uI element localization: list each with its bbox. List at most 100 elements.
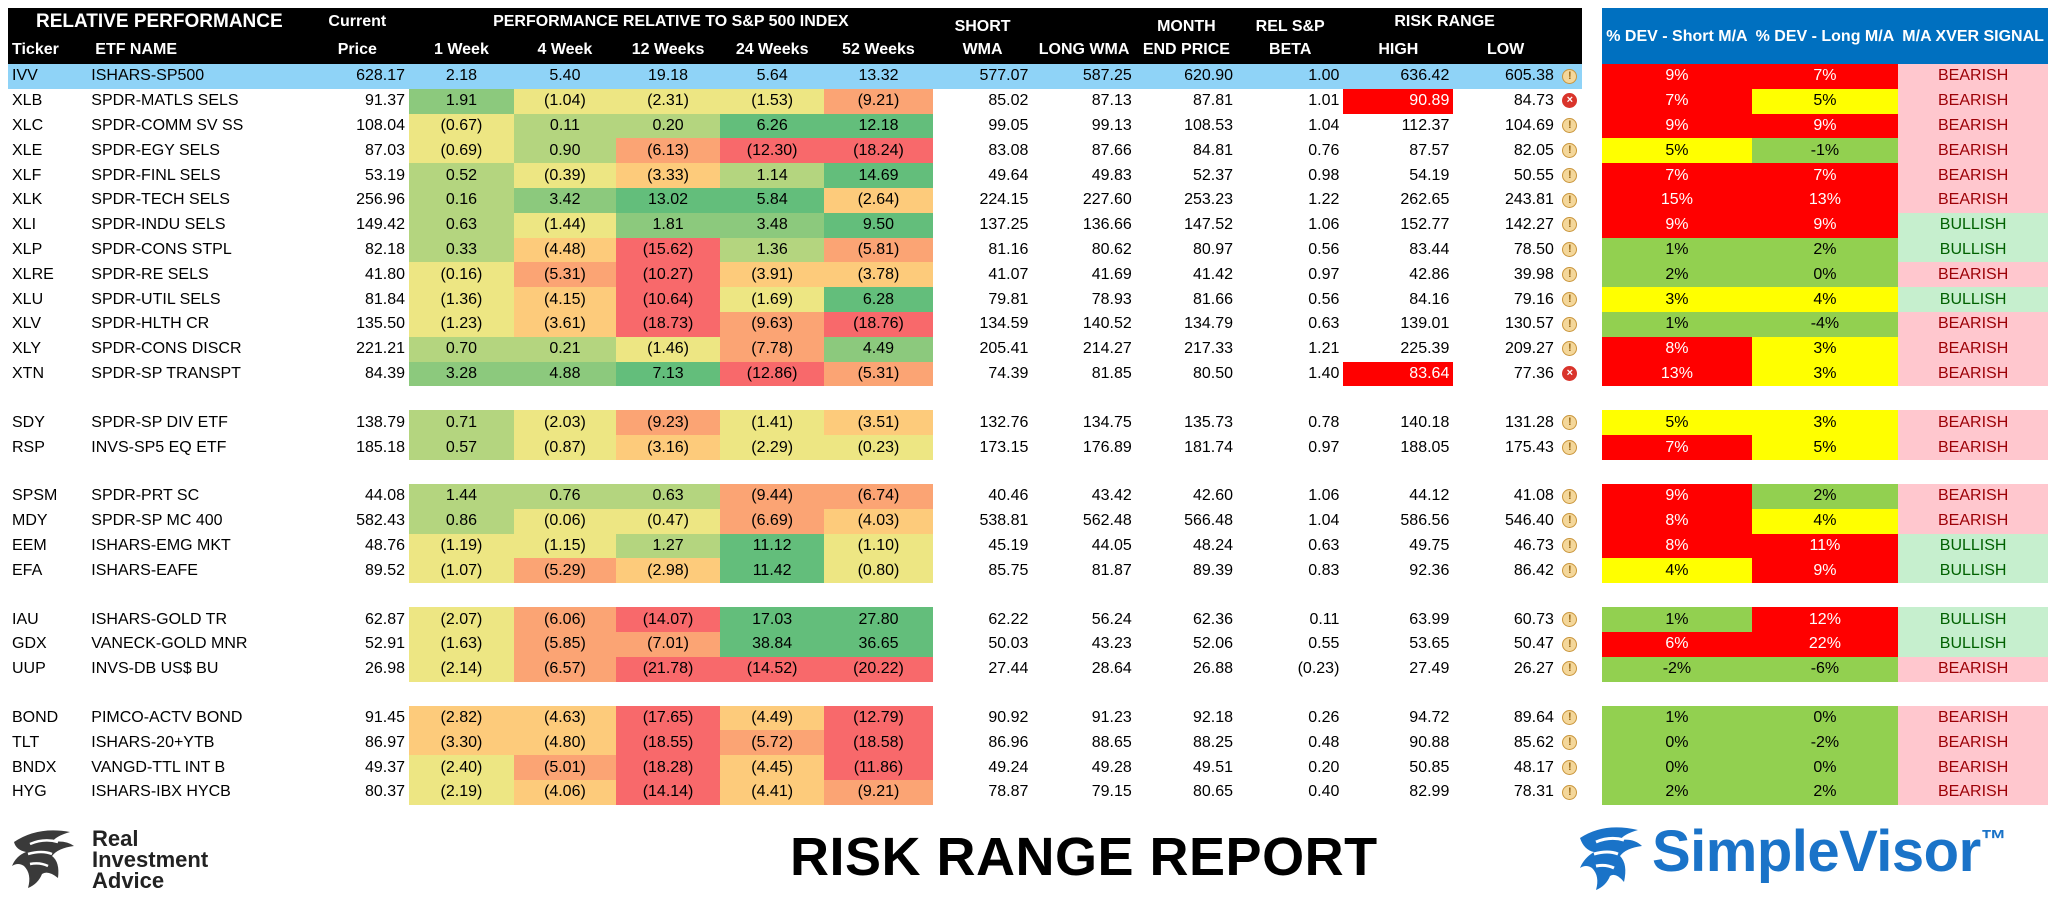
spacer-cell xyxy=(1582,632,1602,657)
perf-w52-cell: (18.24) xyxy=(824,138,933,164)
low-cell: 60.73 xyxy=(1513,610,1554,628)
warning-circle-icon: ! xyxy=(1562,710,1578,726)
perf-w12-cell: (6.13) xyxy=(615,138,721,164)
perf-w24-cell: (9.44) xyxy=(720,483,825,509)
perf-w24-cell: (3.91) xyxy=(720,262,825,288)
perf-w52-cell: (11.86) xyxy=(824,755,933,780)
etf-name-cell: VANECK-GOLD MNR xyxy=(91,635,248,653)
perf-w12-cell: (14.07) xyxy=(615,607,721,632)
long-wma-cell: 87.66 xyxy=(1091,141,1132,159)
short-wma-cell: 134.59 xyxy=(979,315,1029,333)
spacer-cell xyxy=(1582,163,1602,188)
low-cell: 209.27 xyxy=(1504,340,1554,358)
table-row: XLI SPDR-INDU SELS 149.42 0.63 (1.44) 1.81 3.4… xyxy=(8,212,2048,238)
spacer-cell xyxy=(1582,262,1602,287)
dev-short-cell: 8% xyxy=(1602,533,1752,559)
low-cell: 50.47 xyxy=(1513,635,1554,653)
table-row: XLE SPDR-EGY SELS 87.03 (0.69) 0.90 (6.13) (12… xyxy=(8,138,2048,164)
high-cell: 54.19 xyxy=(1409,166,1450,184)
beta-cell: 1.22 xyxy=(1308,191,1340,209)
table-row: BOND PIMCO-ACTV BOND 91.45 (2.82) (4.63) (17.… xyxy=(8,705,2048,731)
signal-cell: BEARISH xyxy=(1898,730,2048,756)
low-header: LOW xyxy=(1453,36,1558,64)
signal-cell: BEARISH xyxy=(1898,336,2048,362)
dev-short-cell: 6% xyxy=(1602,631,1752,657)
etf-name-cell: SPDR-CONS DISCR xyxy=(91,340,242,358)
ticker-cell: GDX xyxy=(12,635,47,653)
status-icon-cell: ! xyxy=(1558,138,1582,163)
high-cell: 27.49 xyxy=(1409,660,1450,678)
short-wma-cell: 224.15 xyxy=(979,191,1029,209)
perf-w12-cell: (21.78) xyxy=(615,656,721,682)
etf-name-cell: VANGD-TTL INT B xyxy=(91,758,226,776)
table-row: TLT ISHARS-20+YTB 86.97 (3.30) (4.80) (18.55)… xyxy=(8,730,2048,756)
beta-cell: 0.97 xyxy=(1308,265,1340,283)
dev-long-cell: 3% xyxy=(1751,361,1899,387)
warning-circle-icon: ! xyxy=(1562,488,1578,504)
long-wma-cell: 80.62 xyxy=(1091,240,1132,258)
high-cell: 44.12 xyxy=(1409,487,1450,505)
perf-w12-cell: 0.63 xyxy=(615,483,721,509)
high-cell: 188.05 xyxy=(1400,438,1450,456)
dev-short-cell: 3% xyxy=(1602,287,1752,312)
low-cell: 79.16 xyxy=(1513,290,1554,308)
dev-long-cell: -2% xyxy=(1751,730,1899,756)
low-cell: 78.50 xyxy=(1513,240,1554,258)
dev-long-cell: -4% xyxy=(1751,311,1899,337)
perf-w1-cell: (0.69) xyxy=(409,138,514,164)
warning-circle-icon: ! xyxy=(1562,242,1578,258)
dev-short-cell: 2% xyxy=(1602,779,1752,805)
signal-cell: BEARISH xyxy=(1898,262,2048,288)
etf-name-cell: SPDR-UTIL SELS xyxy=(91,290,221,308)
etf-name-cell: ISHARS-20+YTB xyxy=(91,733,215,751)
perf-w52-cell: 13.32 xyxy=(824,64,933,89)
month-end-price-cell: 89.39 xyxy=(1192,561,1234,579)
etf-name-cell: SPDR-MATLS SELS xyxy=(91,92,239,110)
spacer-cell xyxy=(1582,435,1602,460)
perf-w52-cell: 27.80 xyxy=(824,607,933,632)
perf-w1-cell: 0.71 xyxy=(409,410,514,436)
price-cell: 628.17 xyxy=(305,64,409,89)
status-icon-cell: ! xyxy=(1558,114,1582,139)
xver-signal-header: M/A XVER SIGNAL xyxy=(1898,8,2048,64)
price-cell: 44.08 xyxy=(364,487,405,505)
perf-w1-cell: 3.28 xyxy=(409,361,514,387)
perf-w1-cell: (1.19) xyxy=(409,533,514,559)
perf-w52-cell: (20.22) xyxy=(824,656,933,682)
long-wma-cell: 28.64 xyxy=(1091,660,1132,678)
etf-name-cell: SPDR-RE SELS xyxy=(91,265,209,283)
long-wma-cell: 136.66 xyxy=(1082,216,1132,234)
dev-long-cell: 2% xyxy=(1751,779,1899,805)
perf-w12-cell: 19.18 xyxy=(615,64,721,89)
perf-w12-cell: (15.62) xyxy=(615,237,721,263)
perf-w52-cell: 6.28 xyxy=(824,287,933,312)
dev-long-cell: 9% xyxy=(1751,113,1899,139)
perf-w52-cell: (3.51) xyxy=(824,410,933,436)
ticker-cell: TLT xyxy=(12,733,40,751)
price-cell: 48.76 xyxy=(364,536,405,554)
beta-cell: 0.55 xyxy=(1308,635,1340,653)
beta-cell: 0.26 xyxy=(1308,708,1340,726)
perf-w1-cell: 1.91 xyxy=(409,88,514,114)
etf-name-header: ETF NAME xyxy=(87,36,306,64)
simplevisor-wordmark: SimpleVisor™ xyxy=(1652,818,2007,885)
perf-w24-cell: 17.03 xyxy=(720,607,825,632)
perf-w52-cell: (12.79) xyxy=(824,705,933,731)
simplevisor-name: SimpleVisor xyxy=(1652,819,1981,884)
risk-range-table: RELATIVE PERFORMANCE Current PERFORMANCE… xyxy=(8,8,2048,805)
perf-w4-cell: 0.21 xyxy=(513,336,616,362)
perf-w24-cell: (6.69) xyxy=(720,508,825,534)
perf-w24-cell: (4.49) xyxy=(720,705,825,731)
beta-cell: 0.98 xyxy=(1308,166,1340,184)
ticker-cell: HYG xyxy=(12,783,47,801)
month-end-header-2: END PRICE xyxy=(1135,36,1238,64)
low-cell: 605.38 xyxy=(1453,64,1558,89)
low-cell: 89.64 xyxy=(1513,708,1554,726)
high-cell: 140.18 xyxy=(1400,413,1450,431)
perf-w1-cell: 0.52 xyxy=(409,163,514,188)
dev-short-header: % DEV - Short M/A xyxy=(1602,8,1752,64)
long-wma-cell: 41.69 xyxy=(1091,265,1132,283)
perf-w12-cell: (14.14) xyxy=(615,779,721,805)
perf-w4-cell: (4.06) xyxy=(513,779,616,805)
dev-long-cell: 4% xyxy=(1751,287,1899,312)
